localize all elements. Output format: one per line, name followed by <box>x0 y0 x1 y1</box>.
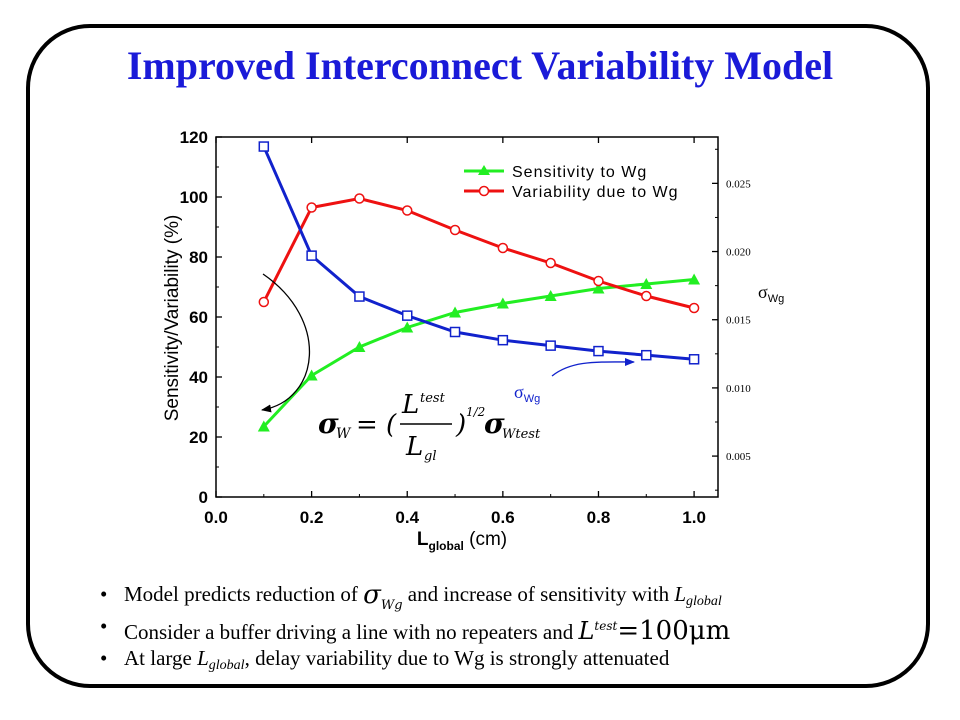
formula-num-sup: test <box>420 391 446 406</box>
legend-marker-sensitivity <box>478 165 490 175</box>
data-point-sigma-wg <box>354 291 365 302</box>
y2-tick-label: 0.010 <box>726 383 751 395</box>
y2-tick-label: 0.020 <box>726 247 751 259</box>
legend-label-variability: Variability due to Wg <box>512 184 679 201</box>
data-point-variability <box>449 224 461 236</box>
formula-close: ) <box>455 410 466 440</box>
data-point-sensitivity <box>544 290 557 301</box>
bullet-2: Consider a buffer driving a line with no… <box>98 610 918 646</box>
x-tick-label: 0.2 <box>300 508 324 527</box>
data-point-variability <box>401 205 413 216</box>
formula-sigma2: σ <box>484 407 505 440</box>
data-point-variability <box>306 202 317 213</box>
y-tick-label: 60 <box>189 308 208 327</box>
data-point-variability <box>688 302 700 314</box>
data-point-sigma-wg <box>449 326 461 338</box>
data-point-variability <box>641 290 652 302</box>
legend-marker-variability <box>478 185 490 197</box>
formula-num: L <box>401 390 419 420</box>
bullet-1: Model predicts reduction of σWg and incr… <box>98 578 918 614</box>
formula-exp: 1/2 <box>466 405 485 419</box>
sigma-wg-symbol: σWg <box>363 580 403 614</box>
data-point-variability <box>354 193 365 204</box>
curved-arrow-blue <box>551 357 635 377</box>
data-point-sigma-wg <box>258 141 270 152</box>
data-point-sensitivity <box>305 369 318 381</box>
series-line-variability <box>262 196 695 310</box>
formula-sub-w: W <box>336 426 352 442</box>
formula-equals: = ( <box>356 410 397 440</box>
series-line-sigma-wg <box>262 145 695 361</box>
formula-sigma: σ <box>318 407 339 440</box>
formula-sub-wtest: Wtest <box>502 427 541 442</box>
data-point-sigma-wg <box>497 334 509 346</box>
x-tick-label: 0.8 <box>587 508 611 527</box>
bullet-3: At large Lglobal, delay variability due … <box>98 642 918 674</box>
data-point-sigma-wg <box>545 340 556 351</box>
y2-tick-label: 0.025 <box>726 178 751 190</box>
formula: σ W = ( L test L gl ) 1/2 σ Wtest <box>318 390 541 464</box>
data-point-sensitivity <box>353 341 366 352</box>
y2-tick-label: 0.005 <box>726 451 751 463</box>
x-tick-label: 0.6 <box>491 508 515 527</box>
y-tick-label: 80 <box>189 248 208 267</box>
formula-den: L <box>405 432 423 462</box>
data-point-sensitivity <box>592 282 605 294</box>
x-tick-label: 0.4 <box>395 508 419 527</box>
data-point-sigma-wg <box>401 310 413 321</box>
data-point-sensitivity <box>688 273 701 285</box>
y2-tick-label: 0.015 <box>726 315 751 327</box>
data-point-sigma-wg <box>641 349 652 361</box>
data-point-variability <box>497 242 509 254</box>
y-tick-label: 100 <box>180 188 208 207</box>
y2-axis-label: σWg <box>758 282 784 305</box>
data-point-sigma-wg <box>688 354 700 365</box>
bullet-list: Model predicts reduction of σWg and incr… <box>98 578 918 674</box>
data-point-sigma-wg <box>306 250 317 261</box>
y-tick-label: 20 <box>189 428 208 447</box>
x-tick-label: 1.0 <box>682 508 706 527</box>
sigma-wg-annotation: σWg <box>514 382 540 405</box>
data-point-sensitivity <box>496 297 509 309</box>
legend: Sensitivity to Wg Variability due to Wg <box>464 164 679 201</box>
data-point-sensitivity <box>401 321 414 333</box>
data-point-sigma-wg <box>593 345 604 357</box>
curved-arrow-left <box>261 273 311 413</box>
y-tick-label: 120 <box>180 128 208 147</box>
data-point-sensitivity <box>257 420 270 432</box>
formula-den-sub: gl <box>424 449 436 464</box>
y-tick-label: 40 <box>189 368 208 387</box>
legend-label-sensitivity: Sensitivity to Wg <box>512 164 647 181</box>
ltest-equation: Ltest <box>578 617 618 645</box>
slide-frame <box>26 24 930 688</box>
x-tick-label: 0.0 <box>204 508 228 527</box>
data-point-variability <box>258 296 270 308</box>
slide-title: Improved Interconnect Variability Model <box>126 43 834 88</box>
data-point-sensitivity <box>640 278 653 289</box>
y-axis-label: Sensitivity/Variability (%) <box>162 215 183 422</box>
data-point-variability <box>545 257 556 269</box>
data-point-variability <box>593 275 604 287</box>
x-axis-label: Lglobal (cm) <box>417 529 507 553</box>
y-tick-label: 0 <box>199 488 208 507</box>
series-line-sensitivity <box>262 278 695 428</box>
data-point-sensitivity <box>449 306 462 318</box>
